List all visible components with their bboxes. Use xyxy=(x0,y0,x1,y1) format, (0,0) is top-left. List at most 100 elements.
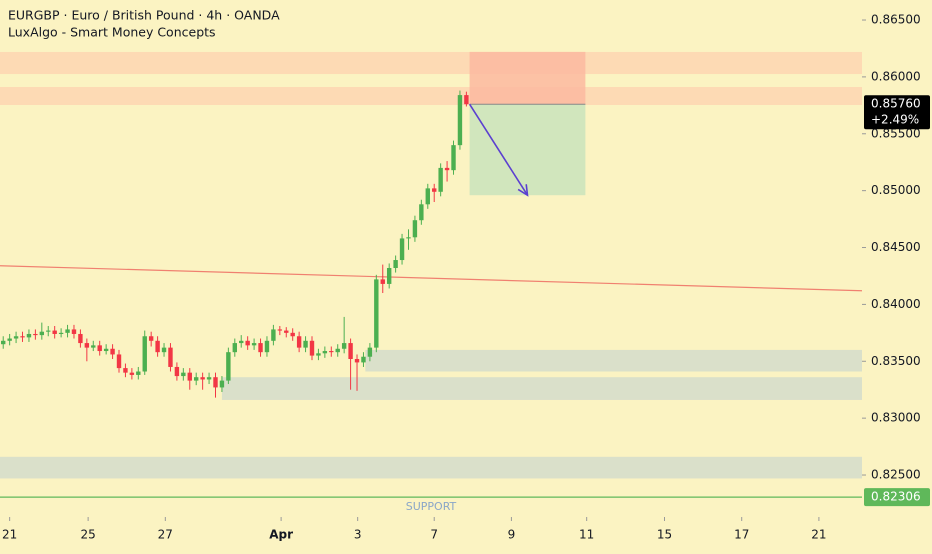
x-tick-label: Apr xyxy=(269,528,293,542)
candle-body xyxy=(316,353,321,356)
support-text: SUPPORT xyxy=(406,500,457,513)
candle-body xyxy=(91,345,96,348)
x-tick-label: 21 xyxy=(811,528,826,542)
candle-body xyxy=(26,333,32,338)
candle-body xyxy=(110,348,115,355)
candle-body xyxy=(251,343,257,346)
candle-body xyxy=(432,188,437,192)
candle-body xyxy=(33,333,38,336)
candle-body xyxy=(425,188,430,205)
candle-body xyxy=(161,347,167,353)
candle-body xyxy=(148,336,154,341)
x-tick-label: 17 xyxy=(734,528,749,542)
candle-body xyxy=(296,336,302,348)
x-tick-label: 15 xyxy=(657,528,672,542)
arrow-head xyxy=(517,184,529,197)
candle-body xyxy=(464,95,469,105)
candle-body xyxy=(142,336,147,372)
candle-body xyxy=(451,145,456,171)
y-tick-label: 0.85000 xyxy=(871,183,921,197)
chart-subtitle: LuxAlgo - Smart Money Concepts xyxy=(8,25,216,40)
candle-body xyxy=(444,167,450,171)
support-price-box xyxy=(864,488,930,507)
candle-body xyxy=(399,238,405,261)
candle-body xyxy=(206,377,212,380)
y-tick-label: 0.86000 xyxy=(871,69,921,83)
candle-body xyxy=(335,348,340,353)
x-tick-label: 25 xyxy=(80,528,95,542)
candle-body xyxy=(219,380,225,388)
stop-zone xyxy=(469,51,586,105)
candle-body xyxy=(71,329,77,334)
candle-body xyxy=(200,377,205,380)
candle-body xyxy=(348,343,353,359)
candle-body xyxy=(322,351,328,354)
candle-body xyxy=(187,372,192,381)
candle-body xyxy=(13,336,19,339)
y-tick-label: 0.85500 xyxy=(871,126,921,140)
last-price-label: 0.85760 xyxy=(871,97,921,111)
candle-body xyxy=(258,343,263,353)
candle-body xyxy=(367,347,373,357)
candle-body xyxy=(393,260,398,268)
candle-body xyxy=(406,237,411,239)
candle-body xyxy=(232,343,237,353)
candle-body xyxy=(412,220,418,238)
target-zone xyxy=(469,104,586,196)
zone xyxy=(365,349,862,372)
arrow-line xyxy=(468,103,529,196)
chart-title: EURGBP · Euro / British Pound · 4h · OAN… xyxy=(8,8,280,23)
candle-body xyxy=(277,329,283,331)
candle-body xyxy=(155,340,160,353)
candle-body xyxy=(309,340,315,356)
x-tick-label: 11 xyxy=(579,528,594,542)
y-tick-label: 0.84500 xyxy=(871,240,921,254)
candle-body xyxy=(97,345,102,352)
candle-body xyxy=(303,340,308,348)
candle-body xyxy=(361,356,366,363)
x-tick-label: 9 xyxy=(508,528,516,542)
candle-body xyxy=(386,267,392,284)
candle-body xyxy=(181,372,186,377)
candle-body xyxy=(78,333,83,344)
candle-body xyxy=(438,167,443,192)
candle-body xyxy=(123,368,128,373)
y-tick-label: 0.84000 xyxy=(871,297,921,311)
zone xyxy=(0,51,862,75)
change-label: +2.49% xyxy=(871,113,919,127)
candle-body xyxy=(194,377,199,381)
candle-body xyxy=(290,332,295,337)
candle-body xyxy=(116,354,122,369)
candle-body xyxy=(20,336,25,338)
candle-body xyxy=(329,351,334,353)
candle-body xyxy=(52,330,57,334)
x-tick-label: 27 xyxy=(158,528,173,542)
candle-body xyxy=(239,340,244,344)
candle-body xyxy=(271,329,276,341)
zone xyxy=(0,456,862,479)
trend-line xyxy=(0,265,863,292)
plot-area: SUPPORT xyxy=(0,51,863,513)
candle-body xyxy=(7,338,12,341)
x-tick-label: 7 xyxy=(430,528,438,542)
candle-body xyxy=(354,358,360,363)
candle-body xyxy=(129,372,135,375)
candle-body xyxy=(168,347,173,367)
candle-body xyxy=(65,329,70,333)
candle-body xyxy=(419,204,424,221)
y-tick-label: 0.86500 xyxy=(871,13,921,27)
candle-body xyxy=(284,330,289,333)
zone xyxy=(221,377,862,400)
candle-body xyxy=(1,340,6,345)
y-tick-label: 0.82500 xyxy=(871,468,921,482)
x-tick-label: 21 xyxy=(2,528,17,542)
candle-body xyxy=(264,340,270,353)
x-tick-label: 3 xyxy=(354,528,362,542)
candle-body xyxy=(103,348,109,352)
candle-body xyxy=(457,95,463,146)
candle-body xyxy=(84,343,90,348)
candle-body xyxy=(174,366,180,377)
support-price-label: 0.82306 xyxy=(871,490,921,504)
